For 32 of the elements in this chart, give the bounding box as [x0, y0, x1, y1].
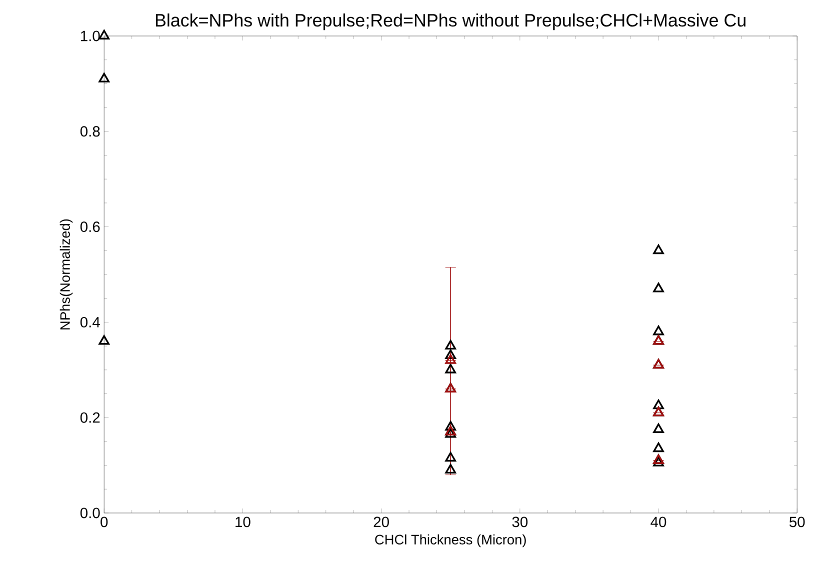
- point: [653, 442, 664, 452]
- point: [98, 72, 110, 82]
- point: [653, 423, 664, 433]
- point: [653, 456, 664, 466]
- point: [653, 244, 664, 254]
- point: [445, 428, 456, 438]
- x-tick-label: 30: [512, 516, 528, 528]
- point: [653, 400, 664, 410]
- point: [445, 349, 456, 360]
- y-axis-title: NPhs(Normalized): [60, 219, 73, 330]
- point: [98, 335, 110, 345]
- point: [653, 326, 664, 336]
- y-tick-label: 1.0: [80, 30, 100, 42]
- chart-title: Black=NPhs with Prepulse;Red=NPhs without Prepulse;CHCl+Massive Cu: [156, 13, 746, 30]
- point: [653, 282, 664, 292]
- y-tick-label: 0.0: [80, 508, 100, 518]
- x-axis-title: CHCl Thickness (Micron): [375, 534, 526, 548]
- x-tick-label: 20: [374, 516, 389, 528]
- point: [445, 452, 456, 462]
- point: [445, 421, 456, 431]
- point: [445, 364, 456, 374]
- y-tick-label: 0.2: [80, 412, 100, 423]
- x-tick-label: 10: [236, 516, 250, 528]
- y-tick-label: 0.8: [80, 126, 100, 137]
- point: [445, 464, 456, 474]
- x-tick-label: 0: [100, 516, 108, 528]
- y-tick-label: 0.4: [80, 316, 100, 328]
- y-tick-label: 0.6: [80, 222, 100, 232]
- x-tick-label: 50: [789, 516, 805, 528]
- x-tick-label: 40: [650, 516, 666, 528]
- point: [445, 340, 456, 350]
- point: [445, 354, 456, 364]
